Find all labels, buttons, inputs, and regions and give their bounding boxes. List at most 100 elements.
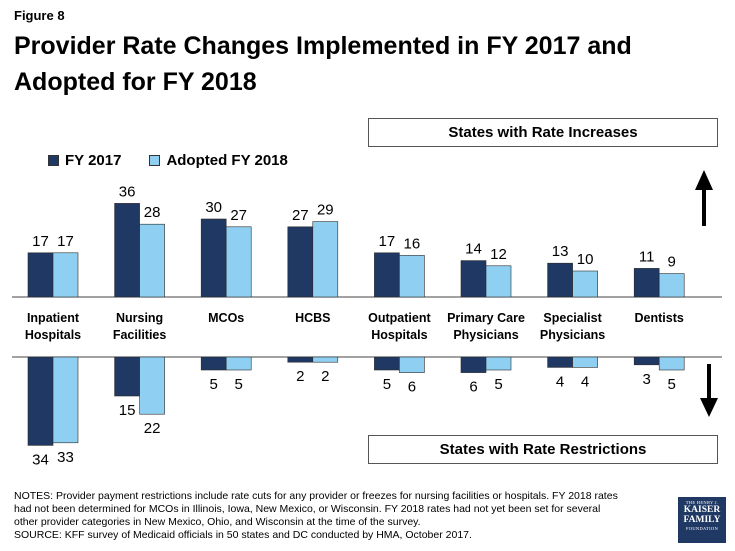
bar-restriction xyxy=(114,356,140,397)
data-label-restriction: 4 xyxy=(581,373,589,390)
notes: NOTES: Provider payment restrictions inc… xyxy=(14,490,674,542)
bar-increase xyxy=(572,270,598,298)
kff-logo: THE HENRY J. KAISER FAMILY FOUNDATION xyxy=(678,497,726,543)
bar-restriction xyxy=(374,356,400,371)
logo-line: KAISER xyxy=(683,505,721,515)
increase-box: States with Rate Increases xyxy=(368,118,718,147)
restriction-box: States with Rate Restrictions xyxy=(368,435,718,464)
data-label-restriction: 5 xyxy=(383,376,391,393)
data-label-increase: 11 xyxy=(639,248,655,265)
bar-restriction xyxy=(633,356,660,366)
data-label-increase: 12 xyxy=(490,246,507,263)
legend-item-fy2018: Adopted FY 2018 xyxy=(149,152,288,169)
notes-line: other provider categories in New Mexico,… xyxy=(14,516,421,528)
data-label-increase: 14 xyxy=(465,241,482,258)
bar-restriction xyxy=(460,356,487,373)
bar-increase xyxy=(114,203,140,298)
category-label: Dentists xyxy=(635,311,684,325)
data-label-restriction: 2 xyxy=(296,368,304,385)
data-label-increase: 17 xyxy=(32,233,49,250)
bar-restriction xyxy=(547,356,573,368)
data-label-restriction: 6 xyxy=(469,379,477,396)
data-label-increase: 30 xyxy=(205,199,222,216)
legend-swatch-fy2017 xyxy=(48,155,59,166)
notes-line: NOTES: Provider payment restrictions inc… xyxy=(14,490,618,502)
notes-line: had not been determined for MCOs in Illi… xyxy=(14,503,601,515)
data-label-restriction: 34 xyxy=(32,451,49,468)
bar-increase xyxy=(658,273,685,298)
data-label-increase: 16 xyxy=(404,235,421,252)
legend: FY 2017 Adopted FY 2018 xyxy=(48,152,316,169)
data-label-restriction: 3 xyxy=(643,371,651,388)
bar-increase xyxy=(399,255,425,298)
bar-restriction xyxy=(287,356,314,363)
category-label: Outpatient xyxy=(368,311,431,325)
figure-label: Figure 8 xyxy=(14,8,65,23)
bar-increase xyxy=(27,252,54,298)
bar-increase xyxy=(200,218,227,298)
category-label: Physicians xyxy=(453,328,518,342)
bar-increase xyxy=(460,260,487,298)
category-label: Physicians xyxy=(540,328,605,342)
bar-restriction xyxy=(485,356,512,371)
data-label-restriction: 5 xyxy=(494,376,502,393)
bar-restriction xyxy=(27,356,54,446)
data-label-increase: 10 xyxy=(577,251,594,268)
category-label: MCOs xyxy=(208,311,244,325)
data-label-restriction: 5 xyxy=(668,376,676,393)
category-label: Primary Care xyxy=(447,311,525,325)
bar-restriction xyxy=(658,356,685,371)
legend-item-fy2017: FY 2017 xyxy=(48,152,121,169)
data-label-restriction: 4 xyxy=(556,373,564,390)
data-label-restriction: 22 xyxy=(144,420,161,437)
bar-increase xyxy=(139,223,165,298)
bar-restriction xyxy=(572,356,598,368)
data-label-increase: 9 xyxy=(668,254,676,271)
legend-swatch-fy2018 xyxy=(149,155,161,166)
bar-restriction xyxy=(139,356,165,415)
data-label-restriction: 5 xyxy=(235,376,243,393)
bar-restriction xyxy=(52,356,79,444)
bar-restriction xyxy=(312,356,339,363)
bar-restriction xyxy=(399,356,425,373)
data-label-increase: 17 xyxy=(379,233,396,250)
category-label: HCBS xyxy=(295,311,330,325)
bar-increase xyxy=(225,226,252,298)
logo-line: FOUNDATION xyxy=(686,526,718,531)
logo-line: FAMILY xyxy=(683,515,721,525)
data-label-increase: 29 xyxy=(317,202,334,219)
bar-increase xyxy=(287,226,314,298)
bar-increase xyxy=(52,252,79,298)
data-label-increase: 28 xyxy=(144,204,161,221)
data-label-increase: 17 xyxy=(57,233,74,250)
bar-restriction xyxy=(225,356,252,371)
category-label: Hospitals xyxy=(25,328,81,342)
bar-increase xyxy=(547,262,573,298)
chart-title: Provider Rate Changes Implemented in FY … xyxy=(14,32,632,96)
bar-chart: 17341733InpatientHospitals36152822Nursin… xyxy=(12,170,722,468)
arrow-down-icon xyxy=(700,398,718,417)
data-label-restriction: 15 xyxy=(119,402,136,419)
category-label: Specialist xyxy=(543,311,602,325)
bar-increase xyxy=(633,268,660,298)
bar-increase xyxy=(485,265,512,298)
category-label: Nursing xyxy=(116,311,163,325)
data-label-restriction: 33 xyxy=(57,449,74,466)
logo-line: THE HENRY J. xyxy=(685,500,719,505)
bar-increase xyxy=(312,221,339,298)
data-label-increase: 13 xyxy=(552,243,569,260)
category-label: Hospitals xyxy=(371,328,427,342)
source-line: SOURCE: KFF survey of Medicaid officials… xyxy=(14,529,472,541)
legend-label-fy2018: Adopted FY 2018 xyxy=(166,152,288,169)
data-label-increase: 36 xyxy=(119,183,136,200)
arrow-up-icon xyxy=(695,170,713,190)
legend-label-fy2017: FY 2017 xyxy=(65,152,122,169)
category-label: Inpatient xyxy=(27,311,80,325)
bar-increase xyxy=(374,252,400,298)
category-label: Facilities xyxy=(113,328,167,342)
data-label-restriction: 5 xyxy=(210,376,218,393)
data-label-restriction: 6 xyxy=(408,379,416,396)
bar-restriction xyxy=(200,356,227,371)
data-label-restriction: 2 xyxy=(321,368,329,385)
data-label-increase: 27 xyxy=(230,207,247,224)
